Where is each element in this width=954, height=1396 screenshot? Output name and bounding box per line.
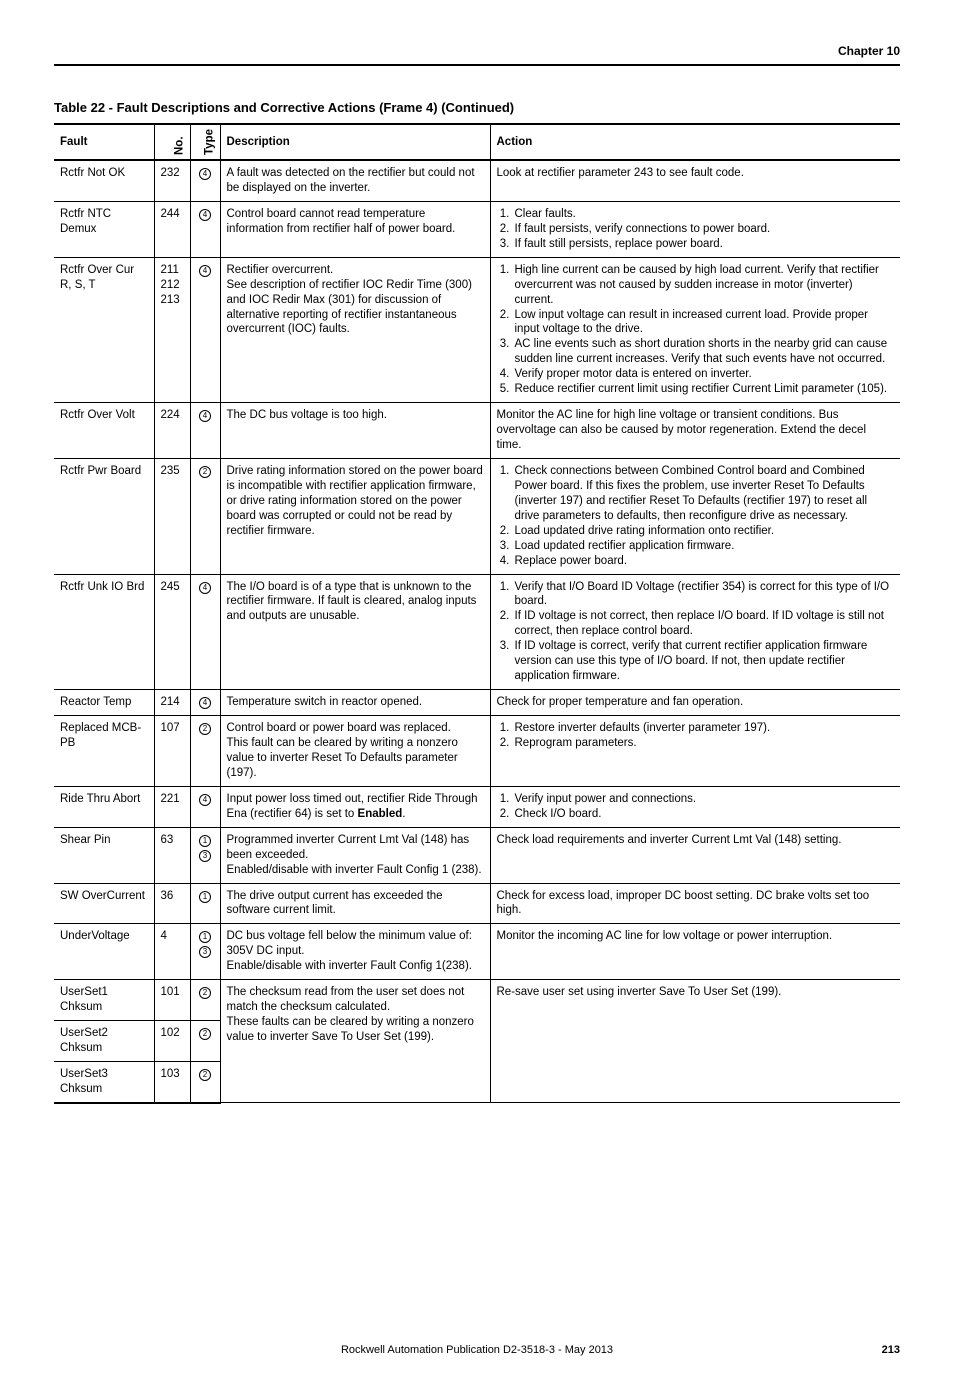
header-type: Type	[190, 124, 220, 160]
page-footer: Rockwell Automation Publication D2-3518-…	[54, 1344, 900, 1356]
fault-description: A fault was detected on the rectifier bu…	[220, 160, 490, 201]
fault-number: 224	[154, 403, 190, 459]
fault-action: Verify that I/O Board ID Voltage (rectif…	[490, 574, 900, 690]
fault-number: 235	[154, 458, 190, 574]
footer-page-number: 213	[860, 1344, 900, 1356]
fault-table: Fault No. Type Description Action Rctfr …	[54, 123, 900, 1104]
fault-action: Check load requirements and inverter Cur…	[490, 827, 900, 883]
fault-type: 2	[190, 458, 220, 574]
table-row: Rctfr Unk IO Brd2454The I/O board is of …	[54, 574, 900, 690]
fault-type: 4	[190, 257, 220, 402]
fault-number: 221	[154, 786, 190, 827]
fault-description: The I/O board is of a type that is unkno…	[220, 574, 490, 690]
fault-action: Check connections between Combined Contr…	[490, 458, 900, 574]
header-description: Description	[220, 124, 490, 160]
fault-type: 4	[190, 786, 220, 827]
fault-description: Rectifier overcurrent.See description of…	[220, 257, 490, 402]
fault-description: Control board or power board was replace…	[220, 716, 490, 787]
fault-action: Check for excess load, improper DC boost…	[490, 883, 900, 924]
fault-number: 244	[154, 201, 190, 257]
table-row: Reactor Temp2144Temperature switch in re…	[54, 690, 900, 716]
fault-type: 4	[190, 403, 220, 459]
fault-name: Rctfr Not OK	[54, 160, 154, 201]
fault-number: 63	[154, 827, 190, 883]
fault-action: Monitor the incoming AC line for low vol…	[490, 924, 900, 980]
table-row: Rctfr Pwr Board2352Drive rating informat…	[54, 458, 900, 574]
fault-type: 4	[190, 690, 220, 716]
fault-action: Re-save user set using inverter Save To …	[490, 980, 900, 1103]
fault-name: Ride Thru Abort	[54, 786, 154, 827]
fault-type: 4	[190, 574, 220, 690]
fault-name: Shear Pin	[54, 827, 154, 883]
fault-description: Programmed inverter Current Lmt Val (148…	[220, 827, 490, 883]
table-row: UnderVoltage413DC bus voltage fell below…	[54, 924, 900, 980]
fault-name: UnderVoltage	[54, 924, 154, 980]
fault-number: 211212213	[154, 257, 190, 402]
fault-number: 36	[154, 883, 190, 924]
header-row: Fault No. Type Description Action	[54, 124, 900, 160]
table-row: Shear Pin6313Programmed inverter Current…	[54, 827, 900, 883]
fault-name: Rctfr Unk IO Brd	[54, 574, 154, 690]
fault-action: Monitor the AC line for high line voltag…	[490, 403, 900, 459]
fault-description: The DC bus voltage is too high.	[220, 403, 490, 459]
fault-description: Temperature switch in reactor opened.	[220, 690, 490, 716]
fault-name: Rctfr Pwr Board	[54, 458, 154, 574]
fault-type: 13	[190, 827, 220, 883]
fault-action: High line current can be caused by high …	[490, 257, 900, 402]
fault-type: 2	[190, 716, 220, 787]
table-row: SW OverCurrent361The drive output curren…	[54, 883, 900, 924]
fault-name: Rctfr NTC Demux	[54, 201, 154, 257]
table-row: UserSet1 Chksum1012The checksum read fro…	[54, 980, 900, 1021]
fault-description: DC bus voltage fell below the minimum va…	[220, 924, 490, 980]
fault-number: 107	[154, 716, 190, 787]
chapter-header: Chapter 10	[54, 44, 900, 66]
fault-number: 214	[154, 690, 190, 716]
fault-name: Reactor Temp	[54, 690, 154, 716]
table-body: Rctfr Not OK2324A fault was detected on …	[54, 160, 900, 1103]
fault-name: UserSet1 Chksum	[54, 980, 154, 1021]
fault-name: Replaced MCB-PB	[54, 716, 154, 787]
fault-number: 102	[154, 1021, 190, 1062]
fault-number: 4	[154, 924, 190, 980]
fault-action: Verify input power and connections.Check…	[490, 786, 900, 827]
fault-type: 2	[190, 1021, 220, 1062]
fault-name: UserSet2 Chksum	[54, 1021, 154, 1062]
fault-type: 1	[190, 883, 220, 924]
fault-name: Rctfr Over Cur R, S, T	[54, 257, 154, 402]
fault-action: Look at rectifier parameter 243 to see f…	[490, 160, 900, 201]
table-row: Rctfr Over Cur R, S, T2112122134Rectifie…	[54, 257, 900, 402]
fault-number: 232	[154, 160, 190, 201]
fault-description: The drive output current has exceeded th…	[220, 883, 490, 924]
table-row: Replaced MCB-PB1072Control board or powe…	[54, 716, 900, 787]
table-row: Ride Thru Abort2214Input power loss time…	[54, 786, 900, 827]
footer-publication: Rockwell Automation Publication D2-3518-…	[94, 1344, 860, 1356]
header-no: No.	[154, 124, 190, 160]
fault-action: Clear faults.If fault persists, verify c…	[490, 201, 900, 257]
fault-description: The checksum read from the user set does…	[220, 980, 490, 1103]
fault-number: 101	[154, 980, 190, 1021]
table-title: Table 22 - Fault Descriptions and Correc…	[54, 100, 900, 115]
fault-name: Rctfr Over Volt	[54, 403, 154, 459]
fault-name: SW OverCurrent	[54, 883, 154, 924]
table-row: Rctfr Over Volt2244The DC bus voltage is…	[54, 403, 900, 459]
fault-action: Restore inverter defaults (inverter para…	[490, 716, 900, 787]
fault-type: 2	[190, 1061, 220, 1102]
fault-type: 4	[190, 160, 220, 201]
fault-number: 103	[154, 1061, 190, 1102]
fault-name: UserSet3 Chksum	[54, 1061, 154, 1102]
fault-type: 13	[190, 924, 220, 980]
table-row: Rctfr Not OK2324A fault was detected on …	[54, 160, 900, 201]
fault-description: Drive rating information stored on the p…	[220, 458, 490, 574]
fault-type: 4	[190, 201, 220, 257]
fault-type: 2	[190, 980, 220, 1021]
header-fault: Fault	[54, 124, 154, 160]
fault-number: 245	[154, 574, 190, 690]
header-action: Action	[490, 124, 900, 160]
fault-description: Input power loss timed out, rectifier Ri…	[220, 786, 490, 827]
fault-action: Check for proper temperature and fan ope…	[490, 690, 900, 716]
fault-description: Control board cannot read temperature in…	[220, 201, 490, 257]
table-row: Rctfr NTC Demux2444Control board cannot …	[54, 201, 900, 257]
